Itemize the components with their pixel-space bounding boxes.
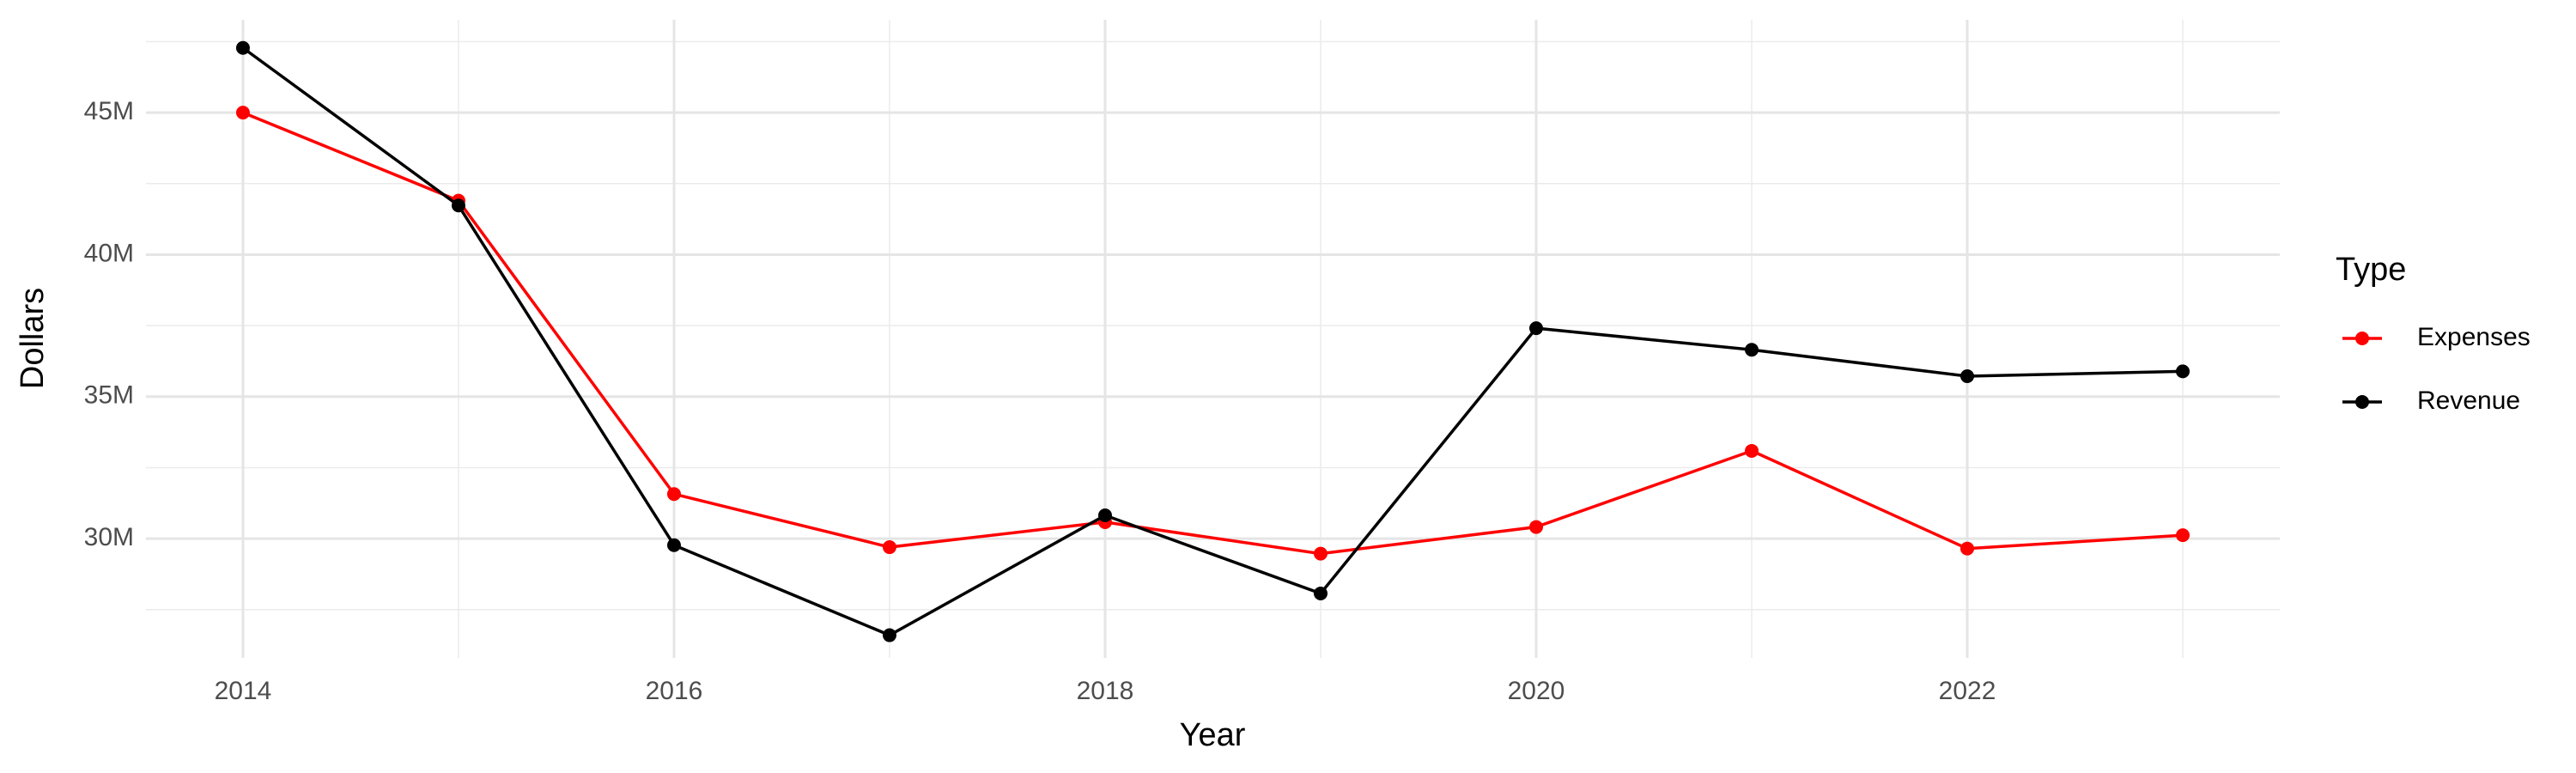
x-axis-title: Year [1180,717,1246,753]
data-point [666,538,681,552]
y-tick-label: 35M [84,381,134,410]
x-tick-label: 2014 [215,677,272,705]
data-point [1529,520,1544,534]
y-tick-label: 40M [84,239,134,267]
data-point [451,198,465,213]
data-point [666,487,681,502]
legend-label: Expenses [2417,323,2530,351]
y-tick-label: 30M [84,523,134,551]
data-point [1529,321,1544,336]
x-tick-label: 2020 [1508,677,1565,705]
data-point [2176,528,2190,543]
data-point [882,540,896,555]
legend-title: Type [2336,252,2406,288]
data-point [1314,586,1328,600]
data-point [1097,508,1112,523]
x-tick-label: 2022 [1939,677,1996,705]
y-tick-label: 45M [84,97,134,125]
data-point [1960,368,1975,383]
data-point [235,40,250,55]
series-line [241,46,2184,637]
data-point [1960,541,1975,556]
x-tick-label: 2018 [1077,677,1134,705]
y-axis-title: Dollars [15,288,51,389]
legend-marker [2355,395,2369,409]
legend-label: Revenue [2417,386,2520,415]
data-point [235,106,250,120]
data-point [882,628,896,642]
x-tick-label: 2016 [646,677,703,705]
legend-marker [2355,332,2369,345]
data-point [1745,443,1759,458]
data-point [1314,546,1328,561]
data-point [1745,343,1759,357]
data-point [2176,364,2190,379]
series-line [242,111,2184,556]
